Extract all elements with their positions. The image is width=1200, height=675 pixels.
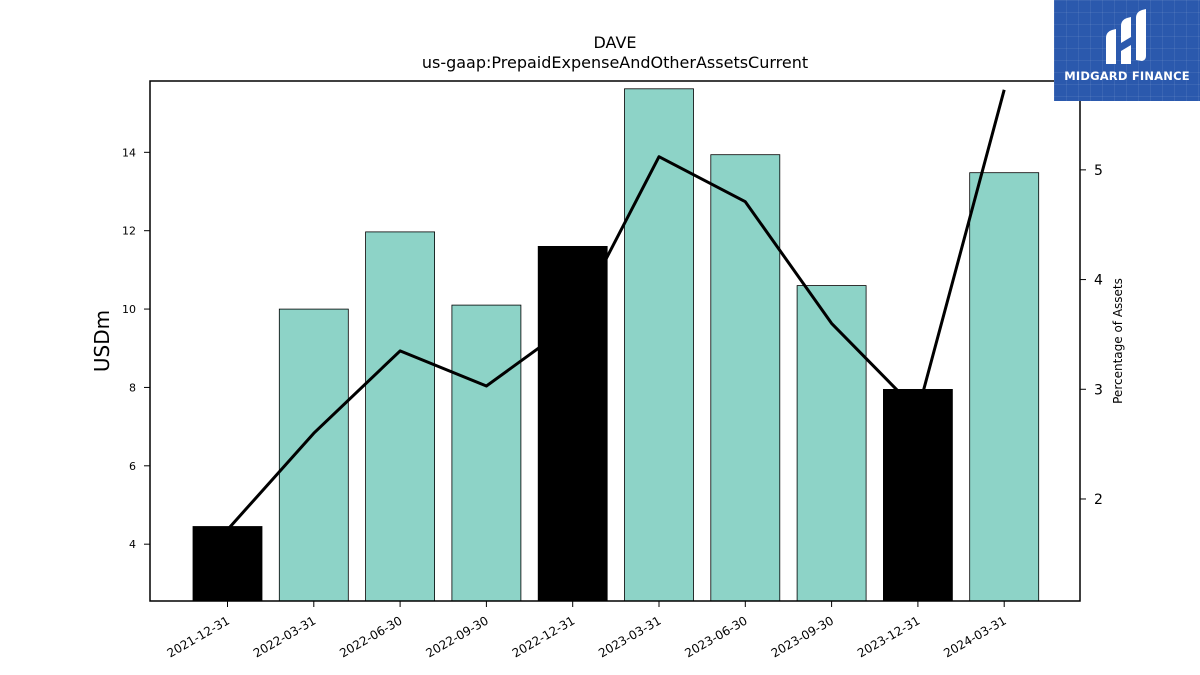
- x-tick-label: 2022-06-30: [337, 613, 404, 660]
- x-tick-label: 2023-12-31: [855, 613, 922, 660]
- y-axis-right: 2 3 4 5: [1080, 163, 1103, 508]
- x-tick-label: 2023-06-30: [682, 613, 749, 660]
- line-layer: [226, 89, 1006, 531]
- midgard-finance-logo: MIDGARD FINANCE: [1054, 0, 1200, 101]
- chart-title: DAVE: [593, 33, 636, 52]
- bar: [192, 526, 263, 602]
- x-tick-label: 2021-12-31: [165, 613, 232, 660]
- x-axis: 2021-12-31 2022-03-31 2022-06-30 2022-09-30…: [165, 601, 1009, 660]
- logo-mark-icon: [1106, 9, 1146, 64]
- bar: [365, 231, 436, 602]
- bar: [278, 308, 349, 602]
- logo-text: MIDGARD FINANCE: [1064, 69, 1190, 83]
- bar: [796, 285, 867, 602]
- y-tick-label: 10: [122, 303, 136, 316]
- y-axis-label: USDm: [90, 310, 114, 372]
- x-tick-label: 2022-09-30: [423, 613, 490, 660]
- x-tick-label: 2023-03-31: [596, 613, 663, 660]
- y-tick-label: 4: [129, 538, 136, 551]
- bar-group: [192, 88, 1040, 602]
- y-right-tick-label: 4: [1094, 273, 1103, 289]
- bar: [883, 388, 953, 602]
- y-axis-left: 4 6 8 10 12 14: [122, 146, 150, 551]
- x-tick-label: 2024-03-31: [941, 613, 1008, 660]
- x-tick-label: 2022-03-31: [251, 613, 318, 660]
- percentage-line: [226, 89, 1006, 531]
- x-tick-label: 2023-09-30: [769, 613, 836, 660]
- y-tick-label: 12: [122, 225, 136, 238]
- plot-frame: [149, 80, 1081, 602]
- y-right-tick-label: 2: [1094, 492, 1103, 508]
- y-tick-label: 8: [129, 381, 136, 394]
- y-right-tick-label: 3: [1094, 382, 1103, 398]
- y-tick-label: 14: [122, 146, 136, 159]
- y-right-tick-label: 5: [1094, 163, 1103, 179]
- bar: [537, 245, 608, 602]
- bar: [710, 154, 781, 602]
- chart-subtitle: us-gaap:PrepaidExpenseAndOtherAssetsCurr…: [422, 53, 808, 72]
- y-axis-right-label: Percentage of Assets: [1111, 278, 1125, 404]
- bar: [624, 88, 694, 602]
- bar: [451, 304, 522, 602]
- bar: [969, 172, 1040, 602]
- x-tick-label: 2022-12-31: [510, 613, 577, 660]
- y-tick-label: 6: [129, 460, 136, 473]
